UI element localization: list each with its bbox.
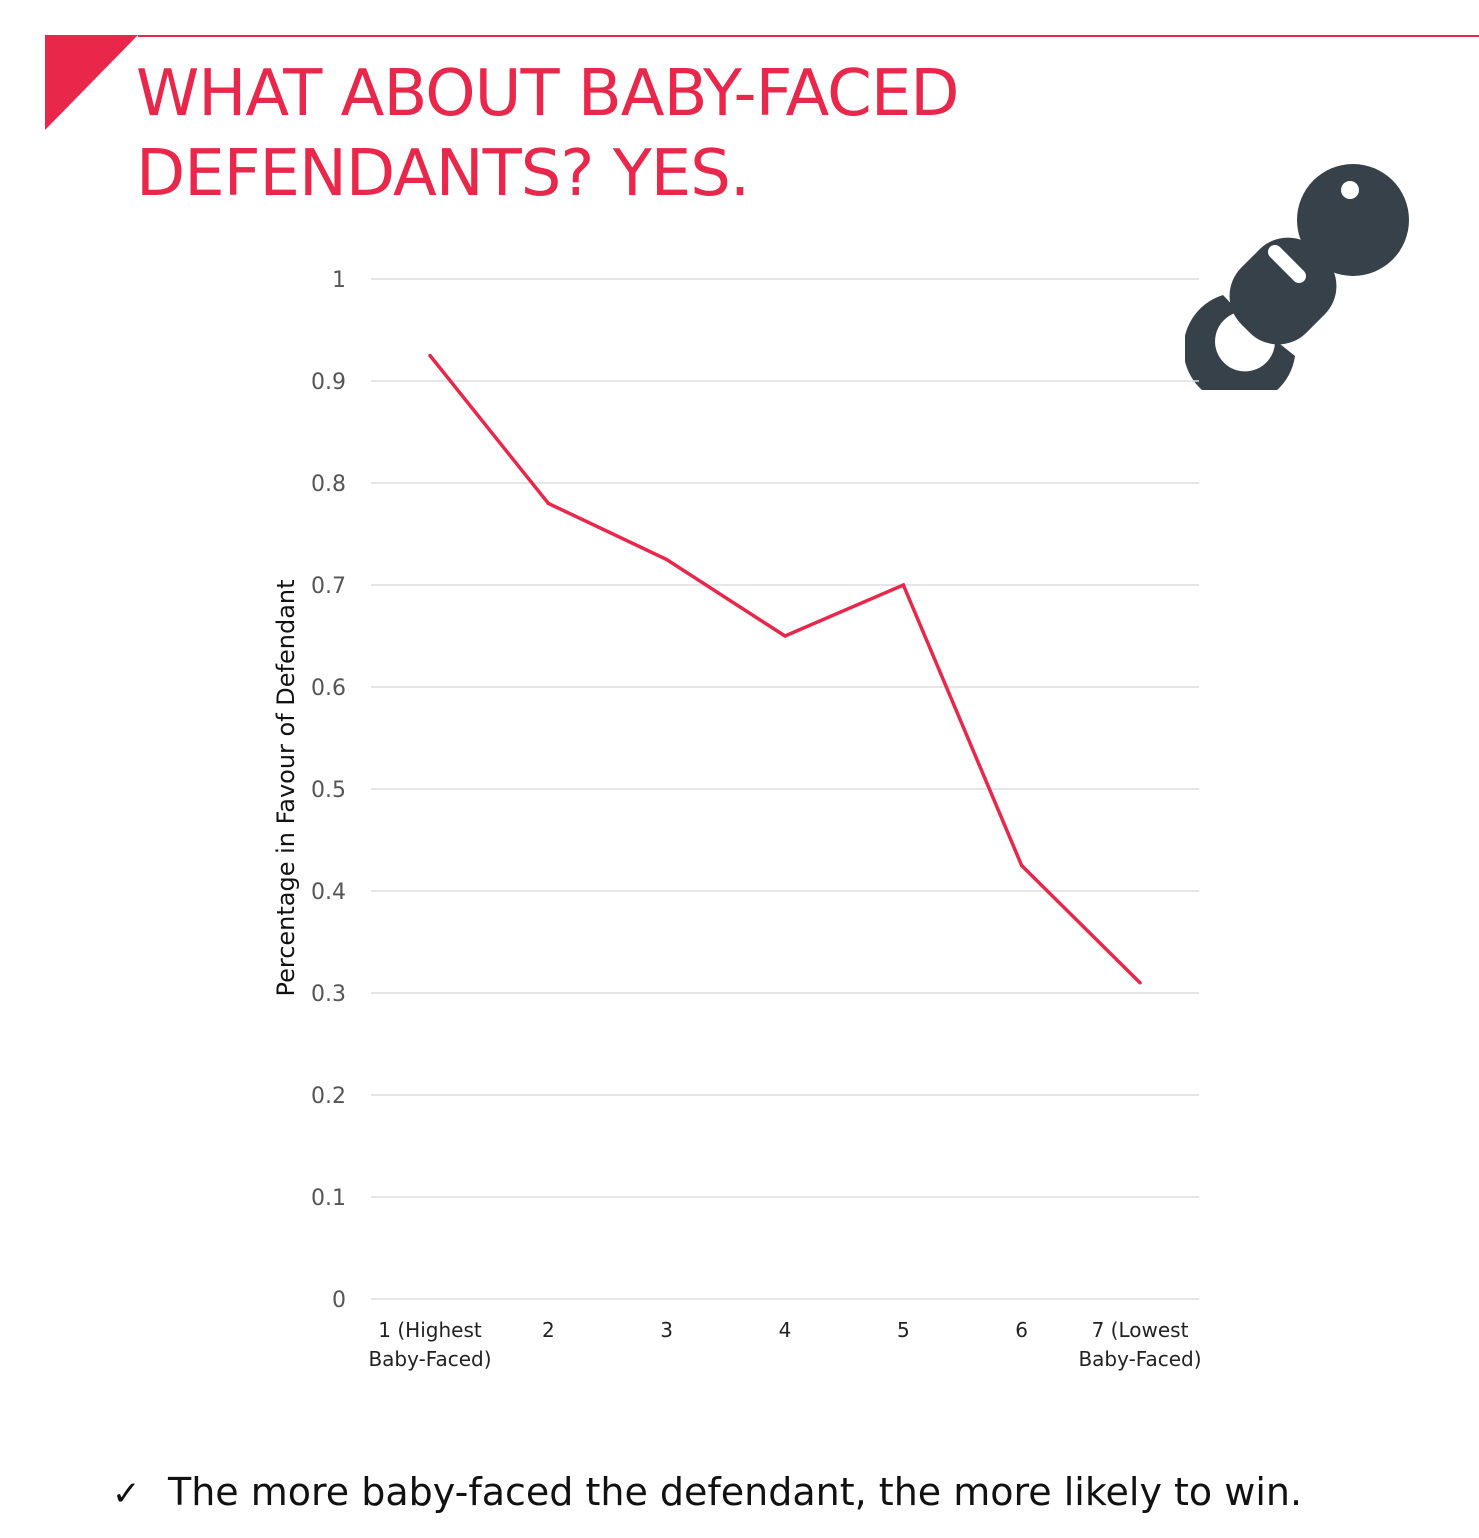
data-point <box>1019 863 1024 868</box>
takeaway-text: The more baby-faced the defendant, the m… <box>168 1470 1303 1514</box>
x-tick-label: 2 <box>542 1318 555 1342</box>
data-point <box>428 353 432 358</box>
y-tick-label: 0.4 <box>311 880 346 905</box>
y-tick-label: 1 <box>332 268 346 293</box>
x-tick-label: 5 <box>897 1318 910 1342</box>
pacifier-shield <box>1229 237 1337 345</box>
corner-triangle <box>45 35 138 130</box>
x-tick-label: 7 (Lowest Baby-Faced) <box>1078 1318 1201 1371</box>
data-point <box>901 583 906 587</box>
pacifier-icon <box>1185 164 1409 390</box>
pacifier-ring <box>1185 295 1295 390</box>
x-tick-label: 6 <box>1015 1318 1028 1342</box>
data-point <box>1138 981 1142 985</box>
y-axis-ticks: 0 0.1 0.2 0.3 0.4 0.5 0.6 0.7 0.8 0.9 1 <box>311 268 346 1313</box>
y-tick-label: 0 <box>332 1288 346 1313</box>
y-tick-label: 0.6 <box>311 676 346 701</box>
y-tick-label: 0.8 <box>311 472 346 497</box>
y-tick-label: 0.9 <box>311 370 346 395</box>
y-tick-label: 0.3 <box>311 982 346 1007</box>
y-tick-label: 0.5 <box>311 778 346 803</box>
data-point <box>783 634 787 638</box>
series-line <box>428 354 1142 985</box>
y-tick-label: 0.2 <box>311 1084 346 1109</box>
x-tick-label: 4 <box>779 1318 792 1342</box>
y-tick-label: 0.7 <box>311 574 346 599</box>
data-point <box>546 501 551 506</box>
gridlines <box>371 278 1199 1300</box>
slide-title-line-2: DEFENDANTS? YES. <box>136 137 750 211</box>
series-layer <box>428 353 1142 985</box>
pacifier-teat <box>1297 164 1409 276</box>
x-tick-label: 1 (Highest Baby-Faced) <box>368 1318 491 1371</box>
x-tick-label: 3 <box>660 1318 673 1342</box>
line-chart: 0 0.1 0.2 0.3 0.4 0.5 0.6 0.7 0.8 0.9 1 1 (Highest… <box>272 268 1202 1371</box>
checkmark-icon: ✓ <box>112 1474 141 1514</box>
takeaway-bullet: ✓ The more baby-faced the defendant, the … <box>112 1470 1302 1514</box>
slide-title-line-1: WHAT ABOUT BABY-FACED <box>136 57 960 131</box>
y-axis-label: Percentage in Favour of Defendant <box>272 579 300 996</box>
data-point <box>664 557 669 562</box>
y-tick-label: 0.1 <box>311 1186 346 1211</box>
corner-accent-shape <box>45 35 1479 130</box>
x-axis-ticks: 1 (Highest Baby-Faced) 2 3 4 5 6 7 (Lowest Baby-… <box>368 1318 1201 1371</box>
